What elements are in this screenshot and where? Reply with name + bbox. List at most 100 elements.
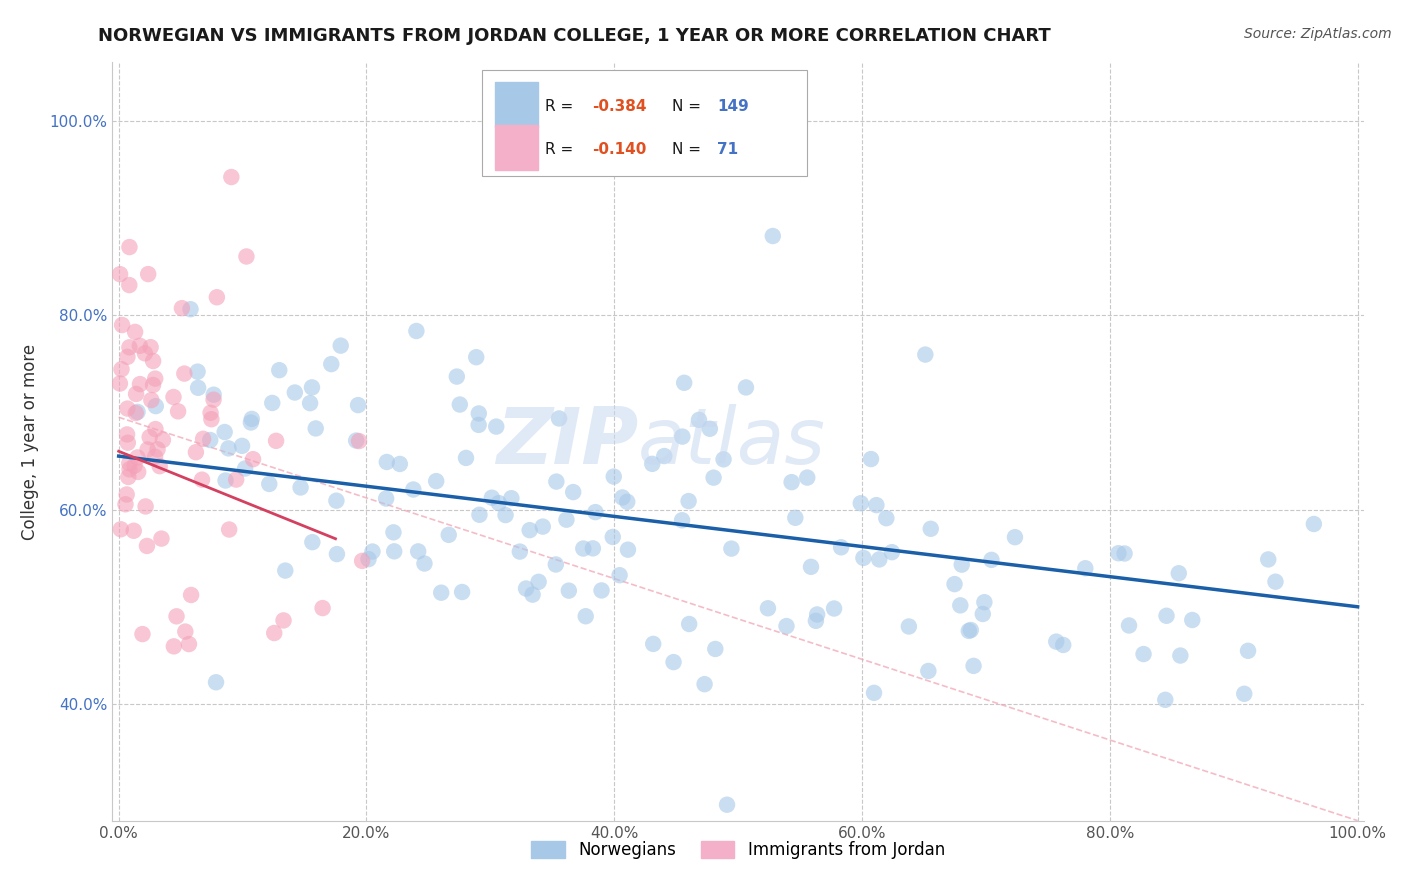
Point: [612, 491, 634, 505]
Point: [1114, 547, 1136, 561]
Point: [311, 601, 333, 615]
Point: [1302, 516, 1324, 531]
Point: [465, 350, 488, 364]
Point: [454, 450, 477, 465]
Point: [914, 348, 936, 362]
Text: atlas: atlas: [638, 403, 825, 480]
Point: [301, 535, 323, 549]
Point: [118, 240, 141, 254]
Point: [347, 434, 370, 448]
Point: [139, 340, 162, 354]
Point: [200, 412, 222, 426]
Point: [145, 422, 167, 436]
Point: [150, 532, 173, 546]
Point: [114, 497, 136, 511]
Point: [218, 523, 240, 537]
Point: [162, 390, 184, 404]
Point: [115, 487, 138, 501]
Point: [405, 324, 427, 338]
Point: [609, 568, 631, 582]
Point: [375, 491, 398, 506]
Text: 71: 71: [717, 142, 738, 157]
Point: [174, 624, 197, 639]
Point: [221, 169, 243, 184]
Point: [344, 434, 367, 448]
Point: [263, 626, 285, 640]
Point: [720, 541, 742, 556]
Point: [859, 452, 882, 467]
Point: [111, 318, 134, 332]
Point: [804, 614, 827, 628]
Point: [1233, 687, 1256, 701]
Point: [242, 452, 264, 467]
Point: [716, 797, 738, 812]
Point: [361, 544, 384, 558]
Point: [949, 599, 972, 613]
Point: [173, 367, 195, 381]
Point: [775, 619, 797, 633]
Point: [125, 387, 148, 401]
Text: -0.140: -0.140: [592, 142, 647, 157]
Point: [849, 496, 872, 510]
Point: [699, 422, 721, 436]
Point: [235, 250, 257, 264]
Point: [602, 530, 624, 544]
Point: [357, 552, 380, 566]
Point: [1170, 648, 1192, 663]
Point: [122, 524, 145, 538]
Point: [468, 407, 491, 421]
Point: [118, 462, 141, 476]
Point: [118, 340, 141, 354]
Point: [1118, 618, 1140, 632]
Point: [152, 433, 174, 447]
Point: [262, 396, 284, 410]
FancyBboxPatch shape: [495, 126, 538, 170]
Point: [305, 421, 328, 435]
Point: [643, 637, 665, 651]
Point: [205, 290, 228, 304]
Point: [1264, 574, 1286, 589]
Point: [962, 658, 984, 673]
Point: [124, 325, 146, 339]
Point: [495, 508, 517, 522]
Point: [166, 609, 188, 624]
Point: [179, 302, 201, 317]
Point: [125, 406, 148, 420]
Point: [1181, 613, 1204, 627]
Point: [117, 470, 139, 484]
Point: [290, 481, 312, 495]
Point: [501, 491, 523, 506]
Point: [259, 477, 281, 491]
Point: [191, 432, 214, 446]
Point: [136, 442, 159, 457]
Point: [117, 435, 139, 450]
Point: [917, 664, 939, 678]
Point: [865, 498, 887, 512]
Point: [118, 456, 141, 470]
Point: [823, 601, 845, 615]
Point: [239, 416, 262, 430]
Point: [382, 525, 405, 540]
Point: [127, 450, 149, 465]
Point: [641, 457, 664, 471]
Point: [284, 385, 307, 400]
Point: [582, 541, 605, 556]
Point: [959, 623, 981, 637]
Text: N =: N =: [672, 99, 706, 114]
Point: [200, 433, 222, 447]
Point: [449, 398, 471, 412]
Point: [321, 357, 343, 371]
Point: [575, 609, 598, 624]
Point: [515, 582, 537, 596]
FancyBboxPatch shape: [482, 70, 807, 177]
Point: [402, 483, 425, 497]
Point: [149, 459, 172, 474]
Point: [671, 513, 693, 527]
Point: [1257, 552, 1279, 566]
Point: [214, 474, 236, 488]
Point: [117, 401, 139, 416]
Legend: Norwegians, Immigrants from Jordan: Norwegians, Immigrants from Jordan: [524, 834, 952, 865]
Point: [375, 455, 398, 469]
Point: [868, 552, 890, 566]
Point: [187, 365, 209, 379]
